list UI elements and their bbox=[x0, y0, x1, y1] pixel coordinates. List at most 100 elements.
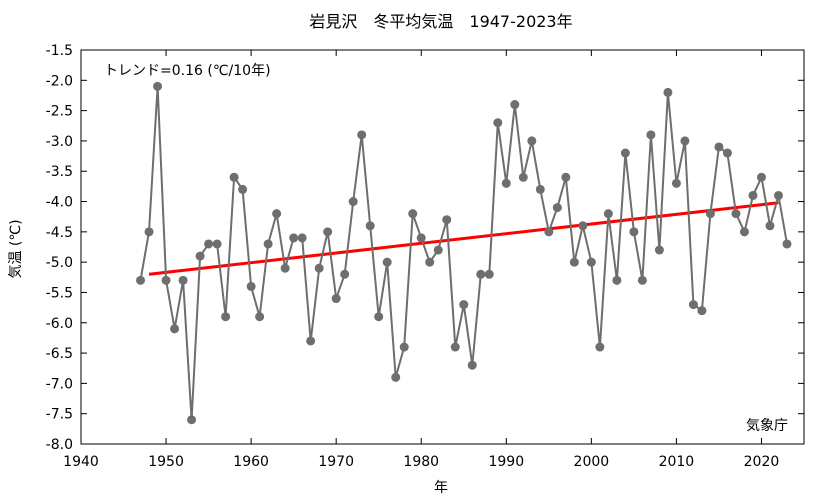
series-line bbox=[139, 86, 788, 420]
data-point bbox=[637, 275, 647, 285]
plot-area bbox=[80, 49, 805, 445]
x-tick-label: 1940 bbox=[63, 454, 99, 470]
x-tick-label: 2020 bbox=[744, 454, 780, 470]
y-tick-label: -4.0 bbox=[46, 195, 73, 211]
y-tick-label: -5.5 bbox=[46, 285, 73, 301]
data-point bbox=[170, 324, 180, 334]
y-tick-label: -6.5 bbox=[46, 346, 73, 362]
data-point bbox=[348, 197, 358, 207]
data-point bbox=[221, 312, 231, 322]
data-point bbox=[416, 233, 426, 243]
data-point bbox=[442, 215, 452, 225]
data-point bbox=[246, 281, 256, 291]
data-point bbox=[391, 372, 401, 382]
data-point bbox=[688, 300, 698, 310]
data-point bbox=[399, 342, 409, 352]
data-point bbox=[331, 294, 341, 304]
data-point bbox=[646, 130, 656, 140]
data-point bbox=[425, 257, 435, 267]
data-point bbox=[357, 130, 367, 140]
data-point bbox=[501, 178, 511, 188]
data-point bbox=[136, 275, 146, 285]
data-point bbox=[544, 227, 554, 237]
trend-annotation: トレンド=0.16 (℃/10年) bbox=[104, 63, 271, 79]
data-point bbox=[323, 227, 333, 237]
y-tick-label: -8.0 bbox=[46, 437, 73, 453]
data-point bbox=[518, 172, 528, 182]
y-tick-label: -3.0 bbox=[46, 134, 73, 150]
data-point bbox=[680, 136, 690, 146]
data-point bbox=[654, 245, 664, 255]
data-point bbox=[595, 342, 605, 352]
data-point bbox=[739, 227, 749, 237]
data-point bbox=[705, 209, 715, 219]
data-point bbox=[161, 275, 171, 285]
x-tick-label: 1980 bbox=[403, 454, 439, 470]
data-point bbox=[756, 172, 766, 182]
data-point bbox=[510, 100, 520, 110]
data-point bbox=[629, 227, 639, 237]
data-point bbox=[365, 221, 375, 231]
data-point bbox=[263, 239, 273, 249]
data-point bbox=[178, 275, 188, 285]
chart-title: 岩見沢 冬平均気温 1947-2023年 bbox=[309, 12, 572, 31]
data-point bbox=[765, 221, 775, 231]
y-axis-label: 気温 (℃) bbox=[8, 219, 24, 278]
data-point bbox=[314, 263, 324, 273]
data-point bbox=[578, 221, 588, 231]
data-point bbox=[374, 312, 384, 322]
data-point bbox=[195, 251, 205, 261]
data-point bbox=[476, 269, 486, 279]
data-point bbox=[467, 360, 477, 370]
data-point bbox=[408, 209, 418, 219]
data-point bbox=[459, 300, 469, 310]
data-point bbox=[433, 245, 443, 255]
data-point bbox=[289, 233, 299, 243]
data-point bbox=[552, 203, 562, 213]
data-point bbox=[782, 239, 792, 249]
data-point bbox=[450, 342, 460, 352]
data-point bbox=[714, 142, 724, 152]
data-point bbox=[748, 190, 758, 200]
data-point bbox=[603, 209, 613, 219]
y-axis: -8.0 -7.5 -7.0 -6.5 -6.0 -5.5 -5.0 -4.5 -4.0 -3.5… bbox=[46, 43, 804, 453]
y-tick-label: -6.0 bbox=[46, 316, 73, 332]
data-point bbox=[272, 209, 282, 219]
x-tick-label: 2000 bbox=[574, 454, 610, 470]
data-point bbox=[612, 275, 622, 285]
data-point bbox=[255, 312, 265, 322]
data-point bbox=[620, 148, 630, 158]
trend-line-group bbox=[148, 201, 779, 276]
data-point bbox=[773, 190, 783, 200]
data-point bbox=[569, 257, 579, 267]
data-point bbox=[493, 118, 503, 128]
data-point bbox=[535, 184, 545, 194]
data-point bbox=[663, 87, 673, 97]
trend-line bbox=[148, 201, 779, 276]
data-point bbox=[204, 239, 214, 249]
data-point bbox=[229, 172, 239, 182]
x-tick-label: 1950 bbox=[148, 454, 184, 470]
source-annotation: 気象庁 bbox=[746, 418, 788, 434]
y-tick-label: -3.5 bbox=[46, 164, 73, 180]
y-tick-label: -7.5 bbox=[46, 407, 73, 423]
y-tick-label: -1.5 bbox=[46, 43, 73, 59]
data-point bbox=[306, 336, 316, 346]
data-point bbox=[238, 184, 248, 194]
data-point bbox=[561, 172, 571, 182]
y-tick-label: -2.5 bbox=[46, 104, 73, 120]
x-tick-label: 1970 bbox=[318, 454, 354, 470]
x-tick-label: 2010 bbox=[659, 454, 695, 470]
data-point bbox=[297, 233, 307, 243]
data-point bbox=[382, 257, 392, 267]
data-point bbox=[671, 178, 681, 188]
data-point bbox=[697, 306, 707, 316]
data-point bbox=[144, 227, 154, 237]
data-point bbox=[153, 81, 163, 91]
data-point bbox=[722, 148, 732, 158]
x-tick-label: 1960 bbox=[233, 454, 269, 470]
y-tick-label: -7.0 bbox=[46, 376, 73, 392]
x-axis-label: 年 bbox=[434, 480, 448, 496]
data-point bbox=[212, 239, 222, 249]
